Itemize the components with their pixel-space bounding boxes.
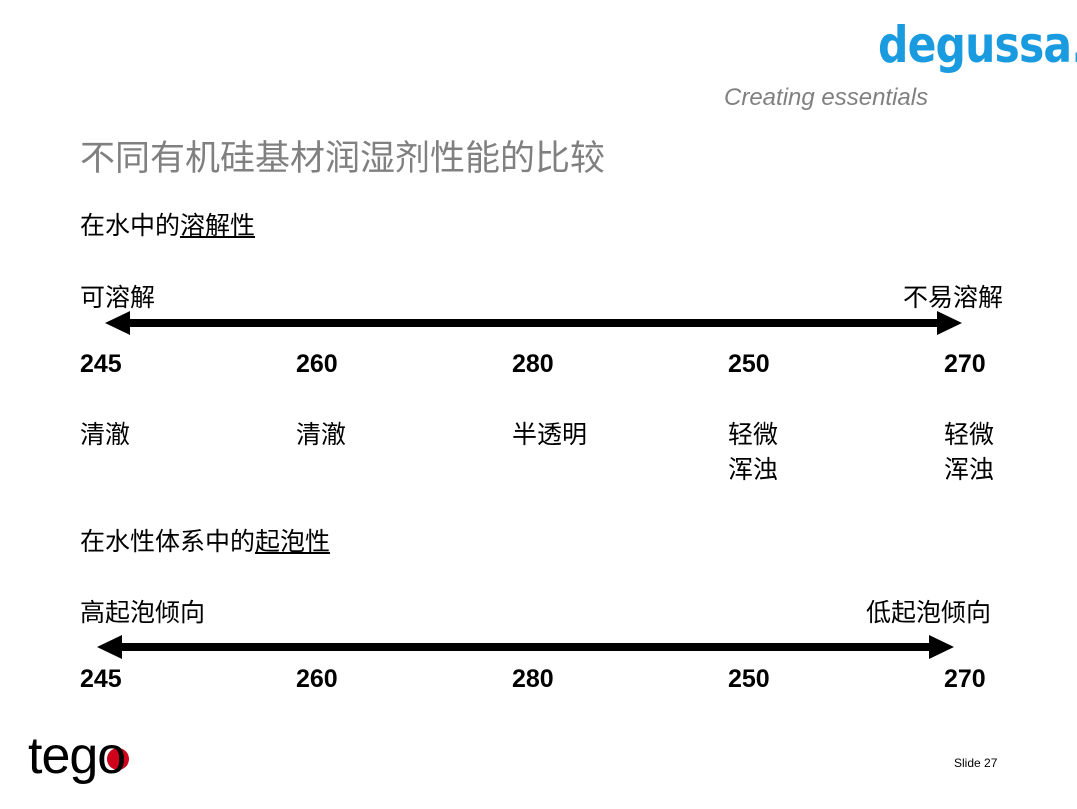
value: 250 [728,665,770,693]
section-heading-solubility: 在水中的溶解性 [80,206,255,242]
description: 轻微 浑浊 [944,418,994,488]
description: 清澈 [80,421,131,449]
double-arrow [97,635,954,659]
description: 轻微 浑浊 [728,418,778,488]
right-label: 低起泡倾向 [866,599,992,627]
heading-text: 在水性体系中的 [80,528,256,556]
value: 270 [944,350,986,378]
tagline: Creating essentials [724,84,929,111]
heading-text: 在水中的 [80,212,181,240]
description-line: 轻微 [944,421,995,449]
value: 280 [512,665,554,693]
value: 260 [296,350,338,378]
heading-underlined: 起泡性 [255,528,331,556]
description-line: 轻微 [728,421,779,449]
description-line: 浑浊 [944,456,995,484]
double-arrow [105,311,962,335]
degussa-logo: degussa. [878,16,1077,74]
left-label: 可溶解 [80,284,156,312]
value: 260 [296,665,338,693]
value: 250 [728,350,770,378]
left-label: 高起泡倾向 [80,599,206,627]
description: 清澈 [296,421,347,449]
description-line: 浑浊 [728,456,779,484]
slide-number: Slide 27 [954,756,998,770]
value: 280 [512,350,554,378]
heading-underlined: 溶解性 [180,212,256,240]
description: 半透明 [512,421,588,449]
tego-logo: tego [28,727,126,785]
slide-title: 不同有机硅基材润湿剂性能的比较 [80,139,606,178]
value: 270 [944,665,986,693]
tego-logo-dot [107,748,129,770]
value: 245 [80,350,122,378]
right-label: 不易溶解 [903,284,1004,312]
section-heading-foaming: 在水性体系中的起泡性 [80,522,330,558]
value: 245 [80,665,122,693]
